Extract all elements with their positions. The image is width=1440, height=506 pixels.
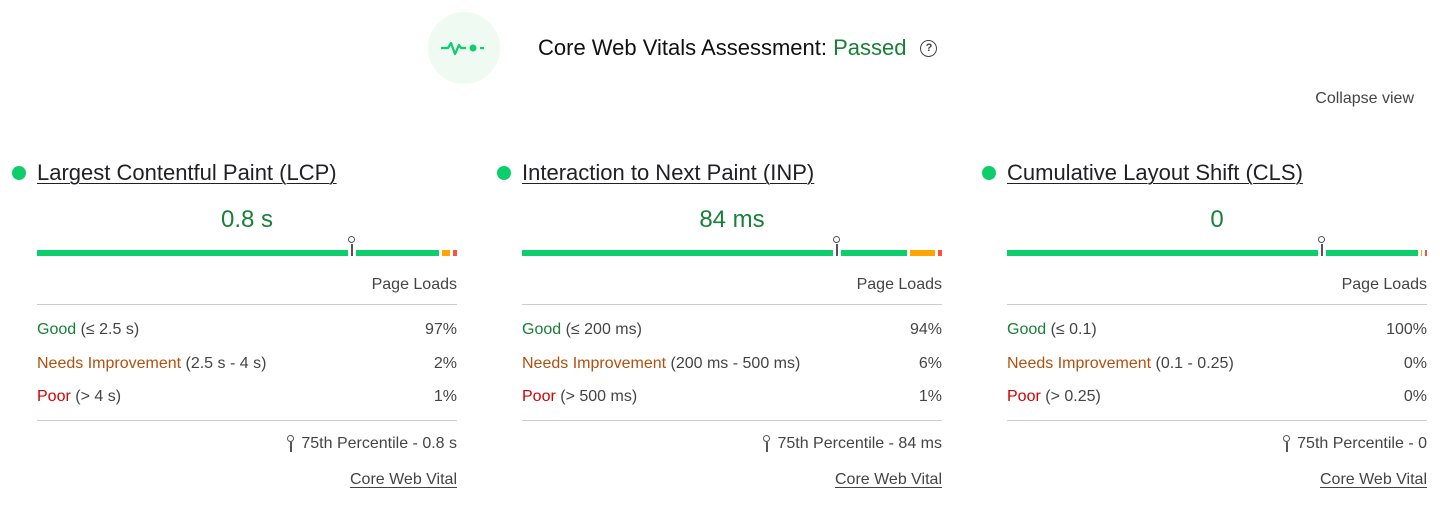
assessment-title: Core Web Vitals Assessment: Passed [538,35,906,61]
good-segment [37,250,439,256]
distribution-row: Needs Improvement (200 ms - 500 ms) 6% [522,347,942,381]
metric-card: Cumulative Layout Shift (CLS) 0 Page Loa… [982,160,1428,489]
row-label: Good [37,321,77,338]
metric-title-link[interactable]: Interaction to Next Paint (INP) [522,160,815,185]
percentile-pin-icon [287,434,295,453]
row-label: Needs Improvement [37,354,182,372]
row-percent: 94% [909,321,942,338]
row-percent: 100% [1386,321,1427,338]
status-dot-icon [497,166,511,180]
assessment-title-text: Core Web Vitals Assessment: [538,35,834,60]
page-loads-label: Page Loads [37,276,457,305]
core-web-vital-link[interactable]: Core Web Vital [349,470,457,488]
metric-title-link[interactable]: Largest Contentful Paint (LCP) [37,160,337,185]
distribution-bar [1007,236,1427,256]
row-range: (2.5 s - 4 s) [181,354,267,372]
status-dot-icon [12,166,26,180]
row-range: (200 ms - 500 ms) [666,354,801,372]
good-segment [522,250,908,256]
row-range: (≤ 2.5 s) [76,321,140,338]
percentile-line: 75th Percentile - 0 [1007,434,1427,453]
distribution-row: Poor (> 4 s) 1% [37,380,457,414]
row-label: Good [1007,321,1047,338]
poor-segment [937,250,942,256]
needs-improvement-segment [910,250,935,256]
distribution-row: Needs Improvement (2.5 s - 4 s) 2% [37,347,457,381]
poor-segment [1425,250,1427,256]
needs-improvement-segment [1420,250,1423,256]
page-loads-label: Page Loads [522,276,942,305]
row-label: Needs Improvement [1007,354,1152,372]
assessment-header: Core Web Vitals Assessment: Passed ? [428,12,938,84]
row-percent: 6% [918,354,942,372]
distribution-row: Good (≤ 200 ms) 94% [522,313,942,347]
collapse-view-button[interactable]: Collapse view [1315,90,1414,107]
metric-card: Largest Contentful Paint (LCP) 0.8 s Pag… [12,160,458,489]
question-circle-icon[interactable]: ? [920,39,938,57]
row-range: (0.1 - 0.25) [1151,354,1234,372]
row-range: (> 0.25) [1040,388,1101,405]
metric-value: 0.8 s [220,206,274,233]
row-percent: 1% [433,388,457,405]
row-percent: 0% [1403,388,1427,405]
metric-card: Interaction to Next Paint (INP) 84 ms Pa… [497,160,943,489]
row-range: (> 4 s) [70,388,122,405]
percentile-pin-icon [763,434,771,453]
row-percent: 1% [918,388,942,405]
row-label: Needs Improvement [522,354,667,372]
percentile-marker-icon [1318,236,1326,256]
metric-title-link[interactable]: Cumulative Layout Shift (CLS) [1007,160,1303,185]
row-range: (≤ 0.1) [1046,321,1097,338]
percentile-line: 75th Percentile - 84 ms [522,434,942,453]
row-label: Poor [37,388,71,405]
percentile-marker-icon [348,236,356,256]
distribution-row: Needs Improvement (0.1 - 0.25) 0% [1007,347,1427,381]
heartbeat-pulse-icon [428,12,500,84]
assessment-status: Passed [833,35,907,60]
status-dot-icon [982,166,996,180]
core-web-vital-link[interactable]: Core Web Vital [834,470,942,488]
distribution-row: Poor (> 0.25) 0% [1007,380,1427,414]
percentile-text: 75th Percentile - 0 [1297,434,1427,452]
core-web-vital-link[interactable]: Core Web Vital [1319,470,1427,488]
metric-value: 84 ms [699,206,765,233]
row-percent: 0% [1403,354,1427,372]
distribution-bar [37,236,457,256]
percentile-pin-icon [1283,434,1291,453]
distribution-row: Good (≤ 0.1) 100% [1007,313,1427,347]
percentile-line: 75th Percentile - 0.8 s [37,434,457,453]
row-percent: 97% [424,321,457,338]
percentile-marker-icon [833,236,841,256]
row-percent: 2% [433,354,457,372]
good-segment [1007,250,1418,256]
percentile-text: 75th Percentile - 84 ms [777,434,942,452]
poor-segment [452,250,457,256]
needs-improvement-segment [441,250,450,256]
row-range: (≤ 200 ms) [561,321,642,338]
page-loads-label: Page Loads [1007,276,1427,305]
row-label: Good [522,321,562,338]
row-label: Poor [522,388,556,405]
row-range: (> 500 ms) [555,388,638,405]
percentile-text: 75th Percentile - 0.8 s [301,434,457,452]
metric-value: 0 [1210,206,1224,233]
distribution-bar [522,236,942,256]
row-label: Poor [1007,388,1041,405]
distribution-row: Poor (> 500 ms) 1% [522,380,942,414]
distribution-row: Good (≤ 2.5 s) 97% [37,313,457,347]
